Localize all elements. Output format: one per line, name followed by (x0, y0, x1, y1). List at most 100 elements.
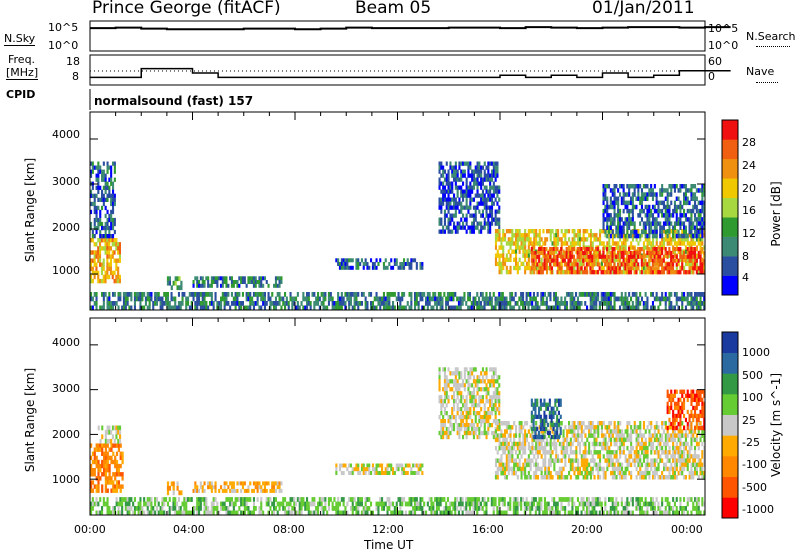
power-cell (580, 237, 583, 242)
power-cell (668, 204, 671, 210)
power-cell (194, 301, 197, 306)
velocity-cell (451, 379, 454, 384)
power-cell (568, 249, 571, 254)
power-cell (639, 301, 642, 306)
power-cell (695, 258, 698, 263)
velocity-cell (641, 433, 644, 438)
power-cell (198, 301, 201, 306)
power-cell (544, 237, 547, 242)
velocity-cell (505, 462, 508, 468)
velocity-cell (507, 441, 510, 447)
xtick-6: 00:00 (671, 523, 703, 536)
velocity-cell (577, 421, 580, 426)
velocity-cell (515, 458, 518, 463)
power-cell (659, 192, 662, 197)
velocity-cell (393, 471, 396, 475)
power-cell (494, 213, 497, 218)
power-cell (653, 305, 656, 311)
power-cell (428, 292, 431, 297)
velocity-cell (210, 481, 213, 486)
power-cell (234, 280, 237, 284)
power-cell (419, 292, 422, 297)
power-cell (576, 254, 579, 259)
power-cell (327, 301, 330, 306)
velocity-cell (613, 441, 616, 447)
power-cell (593, 237, 596, 242)
power-cell (686, 200, 689, 206)
power-cell (668, 247, 671, 252)
power-cell (403, 305, 406, 311)
power-cell (263, 276, 266, 281)
power-cell (435, 301, 438, 306)
power-cell (220, 301, 223, 306)
power-cell (442, 165, 445, 170)
power-cell (695, 217, 698, 222)
power-cell (626, 208, 629, 214)
velocity-cell (644, 466, 647, 472)
power-cell (628, 270, 631, 275)
velocity-cell (513, 421, 516, 426)
velocity-cell (639, 458, 642, 463)
velocity-cell (349, 463, 352, 468)
velocity-cell (509, 425, 512, 430)
velocity-cell (639, 429, 642, 434)
power-cell (481, 201, 484, 206)
power-cell (609, 305, 612, 311)
power-cell (516, 301, 519, 306)
power-cell (460, 185, 463, 190)
power-cell (97, 238, 100, 243)
power-cell (668, 292, 671, 297)
power-cell (458, 177, 461, 182)
power-cell (251, 296, 254, 302)
power-cell (589, 241, 592, 246)
power-cell (692, 262, 695, 267)
power-cell (644, 301, 647, 306)
power-cell (582, 261, 585, 267)
power-cell (596, 270, 599, 275)
velocity-cell (502, 450, 505, 455)
power-cell (447, 229, 450, 234)
velocity-cell (401, 463, 404, 468)
power-cell (256, 280, 259, 284)
power-cell (686, 254, 689, 259)
velocity-cell (509, 454, 512, 459)
power-cell (229, 276, 232, 281)
power-cell (108, 301, 111, 306)
power-cell (626, 229, 629, 235)
power-cell (483, 305, 486, 311)
velocity-cell (555, 458, 558, 463)
velocity-cell (610, 454, 613, 459)
velocity-cell (507, 470, 510, 476)
velocity-cell (440, 411, 443, 416)
velocity-cell (522, 466, 525, 472)
velocity-cell (386, 463, 389, 468)
velocity-cell (641, 470, 644, 476)
velocity-cell (564, 475, 567, 480)
velocity-cell (456, 407, 459, 412)
velocity-cell (108, 480, 111, 485)
power-cell (159, 296, 162, 302)
velocity-cell (104, 451, 107, 456)
power-cell (651, 192, 654, 197)
power-cell (492, 165, 495, 170)
power-cell (99, 242, 102, 247)
power-cell (496, 221, 499, 226)
power-cell (677, 241, 680, 246)
power-cell (598, 305, 601, 311)
velocity-cell (542, 475, 545, 480)
power-cell (622, 296, 625, 302)
power-cell (295, 305, 298, 311)
velocity-cell (236, 481, 239, 486)
velocity-cell (569, 441, 572, 447)
power-cell (373, 262, 376, 266)
velocity-cell (351, 467, 354, 472)
power-cell (532, 258, 535, 263)
power-cell (664, 233, 667, 238)
power-cell (556, 301, 559, 306)
power-cell (655, 237, 658, 242)
power-cell (491, 177, 494, 182)
power-cell (518, 229, 521, 234)
power-cell (630, 221, 633, 226)
velocity-cell (628, 450, 631, 455)
power-cell (445, 173, 448, 178)
